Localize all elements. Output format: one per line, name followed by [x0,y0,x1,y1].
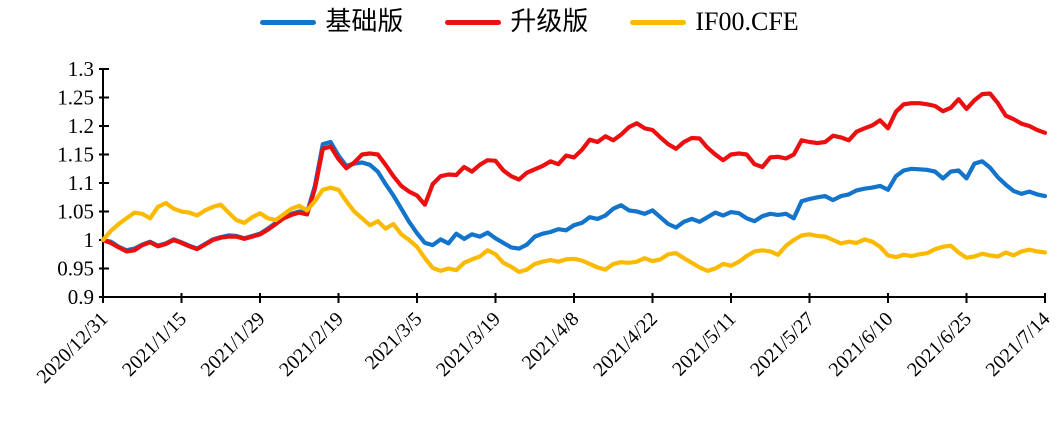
legend-label-upgrade: 升级版 [510,7,589,36]
y-axis-tick-label: 1.1 [68,171,94,195]
x-axis-tick-label: 2021/5/11 [668,308,740,380]
legend-item-base: 基础版 [260,9,403,35]
x-axis-tick-label: 2021/6/25 [903,308,976,381]
x-axis-tick-label: 2021/4/22 [589,308,662,381]
x-axis-tick-label: 2021/5/27 [746,308,819,381]
y-axis-tick-label: 1.05 [57,200,94,224]
y-axis-tick-label: 1 [84,228,95,252]
x-axis-tick-label: 2021/1/29 [197,308,270,381]
legend-item-if00cfe: IF00.CFE [630,7,799,36]
x-axis-tick-label: 2021/3/5 [361,308,427,374]
y-axis-tick-label: 1.2 [68,114,94,138]
x-axis-tick-label: 2020/12/31 [33,308,113,388]
chart-legend: 基础版 升级版 IF00.CFE [0,4,1059,40]
legend-swatch-blue-line-icon [260,19,317,25]
series-line-2 [100,185,1048,274]
y-axis-tick-label: 1.15 [57,143,94,167]
x-axis-tick-label: 2021/6/10 [825,308,898,381]
y-axis-tick-label: 1.3 [68,57,94,81]
legend-item-upgrade: 升级版 [445,9,588,35]
legend-swatch-gold-line-icon [630,19,687,25]
series-line-1 [100,91,1048,254]
x-axis-tick-label: 2021/2/19 [275,308,348,381]
x-axis-tick-label: 2021/7/14 [982,308,1055,381]
x-axis-tick-label: 2021/3/19 [432,308,505,381]
y-axis-tick-label: 1.25 [57,86,94,110]
legend-label-if00cfe: IF00.CFE [695,7,799,36]
legend-swatch-red-line-icon [445,19,502,25]
x-axis-tick-label: 2021/4/8 [518,308,584,374]
y-axis-tick-label: 0.95 [57,257,94,281]
x-axis-tick-label: 2021/1/15 [118,308,191,381]
legend-label-base: 基础版 [325,7,404,36]
y-axis-tick-label: 0.9 [68,285,94,309]
